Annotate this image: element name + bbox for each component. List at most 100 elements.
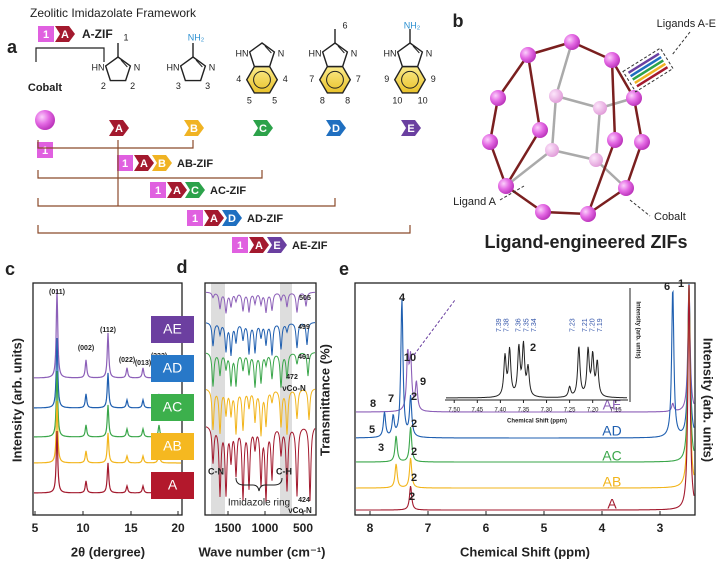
cobalt-sphere: [607, 132, 623, 148]
band-shade: [280, 283, 292, 515]
inner-edge: [505, 149, 553, 187]
atom-label: NH₂: [188, 32, 205, 42]
band-label: 424: [298, 497, 310, 504]
cage-edge: [586, 139, 617, 215]
cobalt-sphere: [564, 34, 580, 50]
band-label: C-H: [276, 466, 292, 476]
atom-label: 9: [384, 74, 389, 84]
peak-label: 9: [420, 376, 426, 388]
double-bond: [264, 45, 272, 54]
peak-label: (112): [100, 327, 116, 334]
cobalt-sphere: [604, 52, 620, 68]
inset-tick-label: 7.40: [495, 408, 507, 414]
imidazole-ring: [179, 56, 207, 82]
inset-tick-label: 7.50: [448, 408, 460, 414]
metal-label: Cobalt: [28, 82, 63, 94]
inset-tick-label: 7.45: [471, 408, 483, 414]
inset-tick-label: 7.35: [518, 408, 530, 414]
band-label: 461: [298, 354, 310, 361]
sample-label: AD: [602, 423, 621, 439]
tag-text: A: [140, 158, 148, 170]
metal-tag: [150, 182, 166, 198]
atom-label: N: [209, 62, 216, 72]
leader: [629, 199, 651, 217]
band-label: νCo-N: [282, 384, 306, 393]
ligand-bar: [632, 59, 664, 81]
benzene-ring: [393, 65, 427, 94]
atom-label: 2: [101, 81, 106, 91]
bracket: [37, 225, 411, 234]
axes-frame: [354, 282, 696, 516]
peak-label: 10: [404, 352, 416, 364]
nmr-trace: [356, 283, 695, 439]
atom-label: 3: [176, 81, 181, 91]
panel-label: e: [339, 259, 349, 279]
imidazole-ring: [104, 56, 132, 82]
x-tick-label: 6: [483, 521, 490, 535]
tag-text: A: [210, 213, 218, 225]
x-title: Chemical Shift (ppm): [460, 544, 590, 559]
inner-edge: [550, 95, 558, 151]
atom-label: NH₂: [404, 20, 421, 30]
ligand-tag: [55, 26, 75, 42]
title: Zeolitic Imidazolate Framework: [30, 6, 197, 20]
inset-peak-label: 7.20: [590, 318, 597, 332]
x-tick-label: 7: [425, 521, 432, 535]
atom-label: N: [278, 48, 285, 58]
ligand-bar: [636, 66, 669, 88]
ligand-tag: [401, 120, 421, 136]
ir-trace: [205, 322, 315, 357]
tag-text: 1: [237, 240, 243, 252]
tag-text: C: [259, 123, 267, 135]
inset-tick-label: 7.25: [564, 408, 576, 414]
cobalt-sphere: [545, 143, 559, 157]
cobalt-sphere: [618, 180, 634, 196]
x-tick-label: 4: [599, 521, 606, 535]
double-bond: [412, 45, 420, 54]
sample-label: A: [607, 496, 617, 512]
zif-name: AE-ZIF: [292, 240, 328, 252]
tag-text: 1: [155, 185, 161, 197]
sample-box: [151, 355, 194, 382]
zif-name: AC-ZIF: [210, 185, 246, 197]
atom-label: 9: [431, 74, 436, 84]
bracket: [37, 198, 336, 207]
nmr-trace: [356, 284, 695, 511]
cobalt-sphere: [626, 90, 642, 106]
aromatic-circle: [326, 70, 344, 89]
panel-label: b: [453, 11, 464, 31]
band-label: Imidazole ring: [228, 498, 290, 509]
atom-label: 8: [345, 95, 350, 105]
y-title: Intensity (arb. units): [701, 338, 716, 462]
cage-edge: [504, 129, 542, 187]
sample-box: [151, 394, 194, 421]
sample-label: A: [168, 477, 178, 493]
atom-label: N: [351, 48, 358, 58]
inner-edge: [551, 148, 597, 162]
atom-label: HN: [92, 62, 105, 72]
sample-label: AB: [603, 474, 622, 490]
inset-peak-label: 7.36: [516, 318, 523, 332]
imidazole-ring: [248, 42, 276, 68]
sample-label: AE: [603, 397, 622, 413]
ligand-tag: [167, 182, 187, 198]
cobalt-sphere: [634, 134, 650, 150]
inset-trace: [446, 340, 627, 399]
ligand-bar: [634, 62, 667, 84]
ligand-bar: [627, 52, 660, 74]
tag-text: 1: [42, 145, 48, 157]
aromatic-circle: [253, 70, 271, 89]
peak-label: 2: [411, 472, 417, 484]
peak-label: (022): [119, 357, 135, 364]
leader: [671, 31, 691, 56]
benzene-ring: [318, 65, 352, 94]
callout: Ligand A: [453, 196, 496, 208]
atom-label: 3: [205, 81, 210, 91]
metal-tag: [37, 142, 53, 158]
imidazole-ring: [321, 42, 349, 68]
band-label: C-N: [208, 466, 224, 476]
ligand-tag: [249, 237, 269, 253]
cobalt-sphere: [490, 90, 506, 106]
x-tick-label: 10: [76, 521, 90, 535]
x-tick-label: 1000: [252, 521, 279, 535]
